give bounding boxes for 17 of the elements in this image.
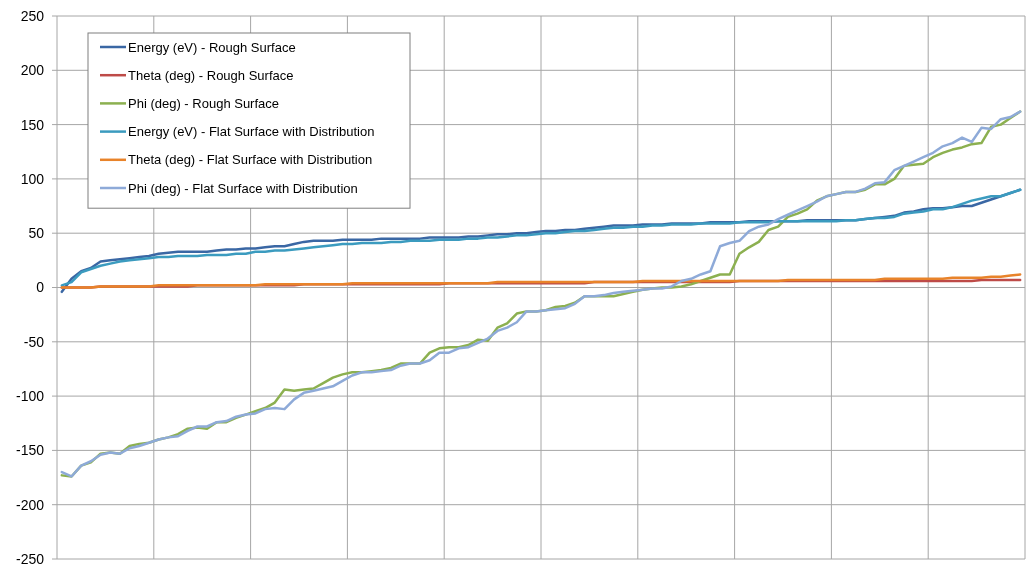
y-tick-label: -100 <box>15 388 45 404</box>
legend-label: Energy (eV) - Rough Surface <box>128 39 296 55</box>
y-tick-label: -250 <box>15 550 45 565</box>
y-tick-label: -150 <box>15 442 45 459</box>
y-tick-label: 150 <box>20 116 45 133</box>
y-tick-label: 50 <box>28 225 45 242</box>
y-tick-label: 100 <box>20 170 45 187</box>
legend-label: Energy (eV) - Flat Surface with Distribution <box>128 124 375 140</box>
y-tick-label: 0 <box>36 279 45 296</box>
y-tick-label: 200 <box>20 62 45 79</box>
legend-label: Phi (deg) - Rough Surface <box>128 95 280 111</box>
legend-label: Phi (deg) - Flat Surface with Distribution <box>128 180 358 196</box>
y-tick-label: 250 <box>20 7 45 24</box>
y-tick-label: -50 <box>23 333 45 350</box>
legend-label: Theta (deg) - Flat Surface with Distribution <box>128 152 373 168</box>
y-tick-label: -200 <box>15 496 45 513</box>
legend-label: Theta (deg) - Rough Surface <box>128 67 294 83</box>
